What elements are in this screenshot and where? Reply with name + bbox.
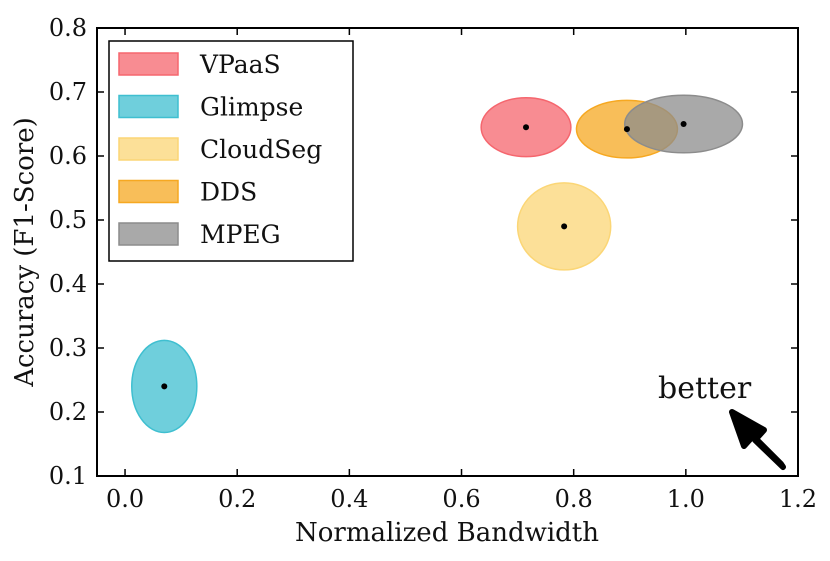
center-point-mpeg xyxy=(680,121,687,127)
y-axis-label: Accuracy (F1-Score) xyxy=(10,117,40,388)
legend-swatch-dds xyxy=(118,179,179,204)
x-tick-label: 0.2 xyxy=(218,485,256,513)
y-tick-label: 0.4 xyxy=(49,270,87,298)
x-axis-ticks: 0.0 0.2 0.4 0.6 0.8 1.0 1.2 xyxy=(106,28,817,513)
x-tick-label: 0.8 xyxy=(555,485,593,513)
x-tick-label: 0.0 xyxy=(106,485,144,513)
x-tick-label: 1.0 xyxy=(667,485,705,513)
legend-swatch-glimpse xyxy=(118,94,179,119)
center-point-vpaas xyxy=(523,124,530,131)
legend-label-glimpse: Glimpse xyxy=(200,93,303,122)
y-tick-label: 0.2 xyxy=(49,398,87,426)
y-axis-ticks: 0.1 0.2 0.3 0.4 0.5 0.6 0.7 0.8 xyxy=(49,14,798,490)
y-tick-label: 0.5 xyxy=(49,206,87,234)
series-centers xyxy=(161,121,687,390)
better-label: better xyxy=(658,371,752,406)
x-tick-label: 1.2 xyxy=(779,485,817,513)
better-annotation: better xyxy=(658,371,786,470)
y-tick-label: 0.8 xyxy=(49,14,87,42)
x-tick-label: 0.4 xyxy=(330,485,368,513)
center-point-cloudseg xyxy=(561,223,568,230)
legend-label-vpaas: VPaaS xyxy=(199,50,281,79)
better-arrow xyxy=(729,409,786,470)
legend-swatch-cloudseg xyxy=(118,137,179,161)
legend-label-cloudseg: CloudSeg xyxy=(200,135,322,164)
y-tick-label: 0.3 xyxy=(49,334,87,362)
x-tick-label: 0.6 xyxy=(442,485,480,513)
y-tick-label: 0.7 xyxy=(49,78,87,106)
y-tick-label: 0.1 xyxy=(49,462,87,490)
x-axis-label: Normalized Bandwidth xyxy=(295,518,599,548)
legend-label-dds: DDS xyxy=(200,178,257,207)
legend-swatch-mpeg xyxy=(118,222,179,246)
legend-swatch-vpaas xyxy=(118,52,179,76)
center-point-dds xyxy=(623,126,630,133)
plot-frame xyxy=(96,27,799,477)
y-tick-label: 0.6 xyxy=(49,142,87,170)
center-point-glimpse xyxy=(161,383,168,390)
legend-label-mpeg: MPEG xyxy=(200,220,281,249)
legend: VPaaS Glimpse CloudSeg DDS MPEG xyxy=(108,40,354,262)
